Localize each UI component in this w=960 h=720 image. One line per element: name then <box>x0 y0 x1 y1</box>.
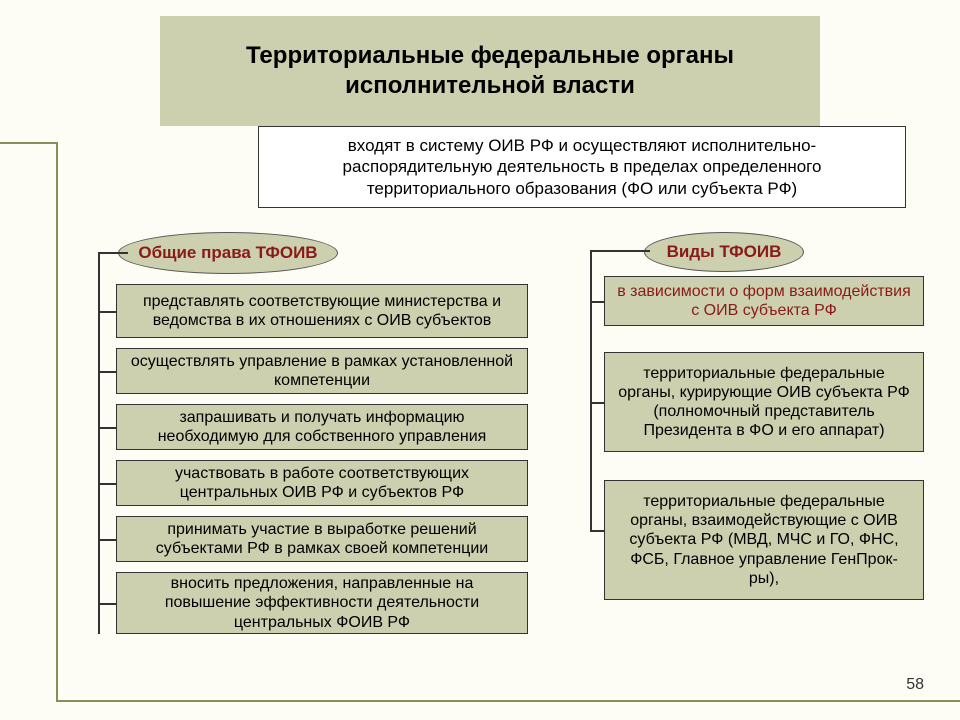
right-branch-header: Виды ТФОИВ <box>644 232 804 272</box>
left-conn-2 <box>98 371 118 373</box>
right-dependency: в зависимости о форм взаимодействия с ОИ… <box>604 276 924 326</box>
diagram-title: Территориальные федеральные органы испол… <box>160 16 820 126</box>
left-conn-5 <box>98 539 118 541</box>
left-conn-6 <box>98 603 118 605</box>
frame-bottom <box>56 700 960 702</box>
right-item-2: территориальные федеральные органы, взаи… <box>604 480 924 600</box>
left-item-3: запрашивать и получать информацию необхо… <box>116 404 528 450</box>
left-item-6: вносить предложения, направленные на пов… <box>116 572 528 634</box>
frame-left <box>56 142 58 702</box>
diagram-subtitle: входят в систему ОИВ РФ и осуществляют и… <box>258 126 906 208</box>
left-conn-3 <box>98 427 118 429</box>
right-tree-root <box>590 250 650 252</box>
left-item-2: осуществлять управление в рамках установ… <box>116 348 528 394</box>
right-conn-2 <box>590 530 604 532</box>
right-conn-1 <box>590 402 604 404</box>
left-item-5: принимать участие в выработке решений су… <box>116 516 528 562</box>
left-item-4: участвовать в работе соответствующих цен… <box>116 460 528 506</box>
left-tree-root <box>98 252 128 254</box>
left-branch-header: Общие права ТФОИВ <box>118 232 338 274</box>
right-conn-0 <box>590 301 604 303</box>
page-number: 58 <box>906 676 924 694</box>
left-tree-trunk <box>98 252 100 634</box>
left-item-1: представлять соответствующие министерств… <box>116 284 528 338</box>
left-conn-4 <box>98 483 118 485</box>
frame-top <box>0 142 56 144</box>
right-item-1: территориальные федеральные органы, кури… <box>604 352 924 452</box>
left-conn-1 <box>98 311 118 313</box>
right-tree-trunk <box>590 250 592 530</box>
